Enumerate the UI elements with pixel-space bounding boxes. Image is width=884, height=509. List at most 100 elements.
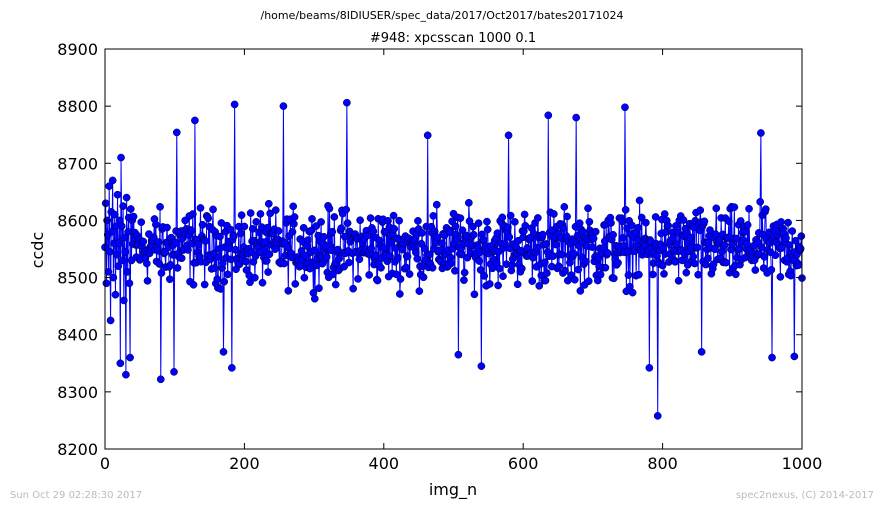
data-point	[111, 290, 120, 299]
data-point	[204, 214, 213, 223]
data-point	[603, 249, 612, 257]
data-point	[210, 264, 219, 272]
data-point	[390, 225, 399, 233]
data-point	[320, 232, 328, 241]
data-point	[712, 204, 721, 213]
data-point	[624, 271, 633, 279]
data-point	[574, 265, 583, 274]
data-point	[279, 102, 288, 110]
data-point	[635, 196, 644, 205]
plot-title: #948: xpcsscan 1000 0.1	[370, 31, 536, 46]
data-point	[119, 296, 128, 305]
data-point	[200, 280, 209, 289]
data-point	[387, 238, 396, 247]
data-point	[743, 221, 752, 229]
data-point	[117, 222, 126, 230]
data-point	[628, 288, 637, 297]
data-point	[745, 204, 753, 213]
data-point	[237, 211, 246, 219]
data-point	[554, 262, 563, 271]
data-point	[120, 233, 129, 242]
data-point	[255, 248, 264, 257]
data-point	[572, 113, 581, 122]
data-point	[328, 227, 337, 236]
data-point	[736, 217, 745, 225]
data-point	[337, 224, 346, 233]
x-tick-label: 800	[647, 454, 678, 473]
data-point	[102, 279, 111, 288]
data-point	[520, 210, 529, 219]
data-point	[465, 217, 474, 226]
data-point	[782, 234, 790, 242]
data-point	[115, 239, 123, 248]
data-point	[419, 273, 428, 282]
data-point	[751, 266, 760, 274]
data-point	[116, 359, 125, 368]
data-point	[533, 244, 541, 252]
data-point	[570, 275, 579, 284]
data-point	[741, 227, 749, 236]
data-point	[607, 219, 615, 227]
data-point	[377, 263, 385, 272]
data-point	[460, 276, 468, 285]
data-point	[418, 229, 426, 237]
data-point	[614, 258, 622, 267]
data-point	[679, 216, 688, 224]
data-point	[777, 218, 785, 226]
data-point	[325, 204, 334, 213]
data-point	[504, 131, 513, 140]
data-point	[104, 268, 113, 276]
data-point	[485, 280, 494, 288]
y-tick-label: 8500	[57, 269, 98, 288]
data-point	[262, 257, 271, 265]
data-point	[561, 266, 569, 275]
data-point	[271, 206, 280, 214]
data-point	[513, 280, 522, 289]
data-point	[671, 258, 680, 266]
data-point	[121, 248, 130, 256]
data-point	[189, 280, 198, 289]
data-point	[395, 216, 403, 225]
data-point	[335, 254, 344, 263]
data-point	[386, 252, 394, 261]
data-point	[447, 259, 456, 268]
x-tick-label: 0	[100, 454, 110, 473]
data-point	[506, 211, 515, 220]
data-point	[291, 280, 300, 288]
data-point	[264, 199, 273, 208]
x-tick-label: 1000	[782, 454, 823, 473]
data-point	[694, 270, 703, 279]
data-point	[660, 210, 669, 218]
data-point	[501, 239, 509, 248]
y-tick-label: 8600	[57, 211, 98, 230]
data-point	[470, 290, 479, 299]
data-point	[495, 264, 504, 273]
data-point	[544, 111, 553, 120]
data-point	[425, 250, 434, 259]
data-point	[517, 264, 526, 273]
data-point	[609, 274, 618, 283]
data-point	[402, 263, 410, 272]
data-point	[601, 263, 610, 272]
data-point	[797, 232, 806, 240]
data-point	[582, 257, 590, 266]
data-point	[535, 282, 544, 290]
data-point	[440, 231, 449, 240]
data-point	[591, 227, 600, 236]
data-point	[645, 364, 654, 372]
data-point	[697, 348, 706, 356]
data-point	[154, 238, 163, 246]
data-point	[469, 222, 477, 231]
data-point	[709, 260, 718, 269]
data-point	[366, 214, 375, 222]
y-tick-label: 8300	[57, 383, 98, 402]
data-point	[355, 255, 364, 264]
data-point	[152, 220, 160, 229]
data-point	[220, 277, 229, 286]
data-point	[126, 205, 135, 213]
y-tick-label: 8700	[57, 154, 98, 173]
data-point	[405, 270, 414, 278]
data-point	[570, 249, 578, 258]
data-point	[784, 218, 792, 227]
data-point	[389, 211, 398, 220]
